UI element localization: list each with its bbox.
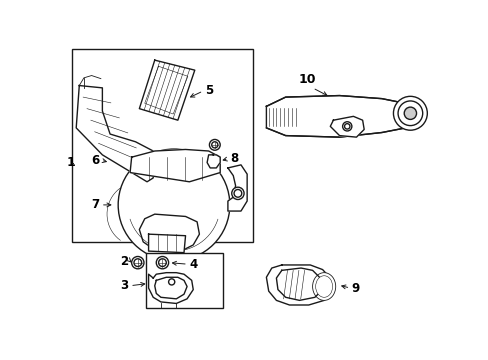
Text: 9: 9 xyxy=(351,282,359,294)
Polygon shape xyxy=(139,60,194,120)
Circle shape xyxy=(397,101,422,126)
Ellipse shape xyxy=(312,273,335,300)
Text: 4: 4 xyxy=(189,258,197,271)
Text: 5: 5 xyxy=(204,85,213,98)
Text: 2: 2 xyxy=(120,255,128,267)
Polygon shape xyxy=(148,234,185,253)
Polygon shape xyxy=(139,214,199,249)
Text: 10: 10 xyxy=(298,73,315,86)
Circle shape xyxy=(211,142,218,148)
Bar xyxy=(145,253,222,308)
Polygon shape xyxy=(148,273,193,303)
Circle shape xyxy=(158,259,166,266)
Polygon shape xyxy=(266,265,331,305)
Text: 3: 3 xyxy=(120,279,128,292)
Text: 6: 6 xyxy=(91,154,99,167)
Circle shape xyxy=(156,256,168,269)
Text: 8: 8 xyxy=(230,152,238,165)
Circle shape xyxy=(231,187,244,199)
Text: 7: 7 xyxy=(91,198,99,211)
Circle shape xyxy=(393,96,427,130)
Circle shape xyxy=(209,139,220,150)
Polygon shape xyxy=(227,165,246,211)
Circle shape xyxy=(342,122,351,131)
Circle shape xyxy=(168,279,174,285)
Polygon shape xyxy=(329,116,364,137)
Polygon shape xyxy=(130,149,220,182)
Circle shape xyxy=(134,259,142,266)
Circle shape xyxy=(234,189,241,197)
Polygon shape xyxy=(76,86,153,182)
Text: 1: 1 xyxy=(67,156,76,169)
Circle shape xyxy=(404,107,416,120)
Bar xyxy=(71,49,252,242)
Circle shape xyxy=(344,124,349,129)
Circle shape xyxy=(131,256,143,269)
Ellipse shape xyxy=(315,276,332,297)
Ellipse shape xyxy=(118,149,229,261)
Polygon shape xyxy=(266,95,414,137)
Polygon shape xyxy=(207,155,220,168)
